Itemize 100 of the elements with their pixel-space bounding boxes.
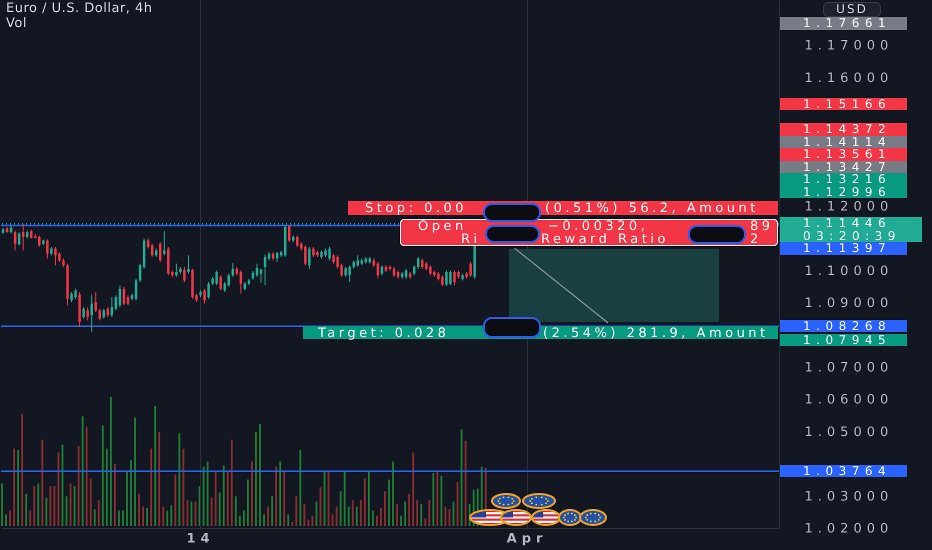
candlestick — [296, 234, 299, 248]
candlestick — [392, 266, 396, 278]
candlestick — [183, 266, 186, 283]
y-tick-label: 1.10000 — [804, 264, 894, 279]
candlestick — [232, 262, 234, 278]
candlestick — [328, 246, 331, 261]
candlestick — [118, 284, 122, 308]
annotation: −0.00320, — [548, 219, 648, 234]
candlestick — [74, 288, 77, 300]
candlestick — [122, 286, 126, 306]
candlestick — [416, 256, 420, 270]
y-tick-label: 1.06000 — [804, 392, 894, 408]
ref-line-label: 1.08268 — [803, 318, 892, 333]
y-tick-label: 1.09000 — [804, 296, 894, 312]
candlestick — [453, 270, 456, 286]
annotation: Reward Ratio — [541, 232, 669, 246]
annotation: 2 — [750, 232, 762, 246]
candlestick — [158, 242, 162, 263]
candlestick — [106, 306, 110, 318]
candlestick — [332, 253, 335, 264]
candlestick — [82, 306, 85, 320]
candlestick — [150, 243, 154, 258]
ref-line-label: 1.11397 — [803, 241, 892, 256]
candlestick — [22, 223, 24, 251]
candlestick — [70, 292, 73, 302]
text: 1.13561 — [803, 147, 892, 162]
candlestick — [38, 234, 41, 248]
candlestick — [276, 252, 278, 263]
text: 1.07945 — [803, 332, 892, 346]
candlestick — [102, 308, 106, 320]
annotation: Stop: 0.00 — [365, 200, 468, 216]
y-tick-label: 1.02000 — [804, 522, 894, 536]
text: 1.15166 — [803, 96, 892, 111]
chart-title: Euro / U.S. Dollar, 4h — [6, 1, 153, 16]
text: 1.17661 — [803, 16, 892, 30]
candlestick — [376, 262, 380, 279]
ref-line-label: 1.11446 03:20:39 — [803, 216, 902, 243]
candlestick — [98, 308, 102, 321]
candlestick — [54, 246, 57, 266]
candlestick — [441, 274, 444, 286]
candlestick — [86, 306, 89, 321]
text: 1.14372 — [803, 122, 892, 136]
annotation: (0.51%) 56.2, Amount — [545, 200, 759, 216]
candlestick — [207, 282, 210, 300]
chart-title: Vol — [6, 16, 27, 31]
candlestick — [219, 274, 222, 291]
text: 1.14114 — [803, 134, 892, 149]
candlestick — [429, 264, 432, 276]
y-axis-title: USD — [823, 2, 881, 17]
candlestick — [90, 294, 93, 332]
candlestick — [94, 292, 97, 312]
candlestick — [203, 288, 206, 304]
candlestick — [228, 273, 230, 288]
candlestick — [110, 296, 114, 318]
candlestick — [348, 264, 351, 283]
candlestick — [264, 254, 266, 286]
candlestick — [412, 264, 416, 276]
candlestick — [469, 262, 472, 278]
candlestick — [288, 224, 290, 243]
annotation: (2.54%) 281.9, Amount — [543, 326, 769, 340]
annotation: 89 — [750, 219, 774, 234]
text: 1.13216 — [803, 172, 892, 186]
candlestick — [449, 270, 452, 286]
candlestick — [18, 232, 20, 246]
y-tick-label: 1.03000 — [804, 489, 894, 504]
candlestick — [404, 268, 408, 280]
candlestick — [344, 266, 347, 278]
candlestick — [445, 270, 448, 286]
candlestick — [240, 270, 242, 294]
y-tick-label: 1.16000 — [804, 70, 894, 86]
text: 1.13427 — [803, 160, 892, 174]
candlestick — [14, 230, 16, 251]
y-tick-label: 1.12000 — [804, 200, 894, 215]
annotation: Ri — [461, 232, 481, 246]
candlestick — [356, 254, 359, 268]
y-tick-label: 1.07000 — [804, 360, 894, 376]
candlestick — [46, 239, 49, 260]
candlestick — [380, 264, 384, 276]
y-tick-label: 1.17000 — [804, 38, 894, 54]
candlestick — [421, 258, 424, 270]
x-tick-label: Apr — [506, 532, 548, 546]
ref-line-label: 1.03764 — [803, 464, 892, 478]
candlestick — [260, 268, 262, 284]
text: 1.12996 — [803, 184, 892, 199]
candlestick — [215, 270, 218, 286]
candlestick — [58, 252, 61, 263]
candlestick — [163, 230, 166, 256]
candlestick — [30, 229, 32, 240]
candlestick — [187, 254, 190, 274]
candlestick — [312, 246, 315, 258]
candlestick — [304, 244, 307, 266]
annotation: Target: 0.028 — [318, 326, 450, 340]
annotation: Open — [418, 219, 467, 234]
candlestick — [175, 263, 178, 278]
x-tick-label: 14 — [186, 532, 215, 546]
candlestick — [134, 278, 138, 301]
candlestick — [308, 246, 311, 270]
candlestick — [256, 263, 258, 278]
y-tick-label: 1.05000 — [804, 424, 894, 440]
line-series — [514, 248, 608, 324]
